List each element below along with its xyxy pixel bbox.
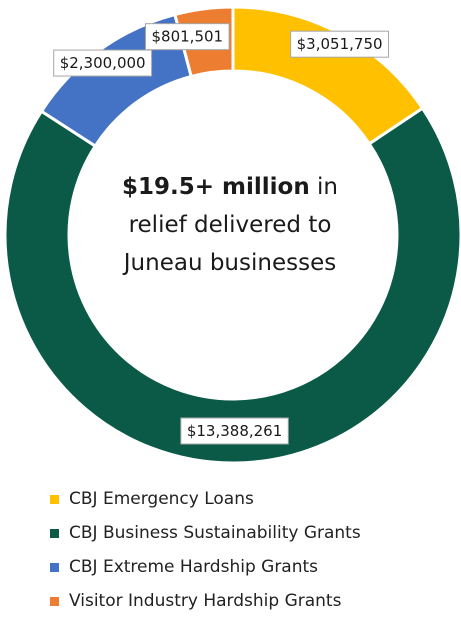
donut-chart: $3,051,750 $13,388,261 $2,300,000 $801,501 (3, 5, 461, 465)
center-line-2: relief delivered to (128, 212, 332, 238)
data-label-box (145, 23, 230, 51)
center-line-3: Juneau businesses (123, 250, 337, 276)
legend-label: CBJ Business Sustainability Grants (69, 523, 361, 543)
legend-swatch (50, 528, 59, 538)
legend-item: CBJ Business Sustainability Grants (50, 516, 361, 550)
center-summary: $19.5+ million in relief delivered to Ju… (95, 168, 365, 282)
data-label: $2,300,000 (53, 49, 153, 77)
legend-label: Visitor Industry Hardship Grants (69, 591, 342, 611)
data-label: $801,501 (145, 23, 230, 51)
donut-slice (231, 5, 425, 146)
center-amount-suffix: in (309, 174, 338, 200)
legend-item: CBJ Extreme Hardship Grants (50, 550, 361, 584)
chart-legend: CBJ Emergency Loans CBJ Business Sustain… (50, 482, 361, 618)
data-label-text: $3,051,750 (297, 35, 383, 53)
data-label-text: $801,501 (152, 28, 224, 46)
data-label-text: $13,388,261 (187, 422, 282, 440)
legend-item: Visitor Industry Hardship Grants (50, 584, 361, 618)
data-label: $3,051,750 (290, 30, 390, 58)
legend-label: CBJ Extreme Hardship Grants (69, 557, 319, 577)
legend-item: CBJ Emergency Loans (50, 482, 361, 516)
legend-swatch (50, 494, 59, 504)
data-label-box (290, 30, 390, 58)
data-label-box (180, 417, 289, 445)
center-bold-amount: $19.5+ million (122, 174, 310, 200)
donut-slice (3, 106, 461, 465)
legend-swatch (50, 596, 59, 606)
data-label-box (53, 49, 153, 77)
data-label-text: $2,300,000 (60, 54, 146, 72)
data-label: $13,388,261 (180, 417, 289, 445)
legend-swatch (50, 562, 59, 572)
legend-label: CBJ Emergency Loans (69, 489, 254, 509)
